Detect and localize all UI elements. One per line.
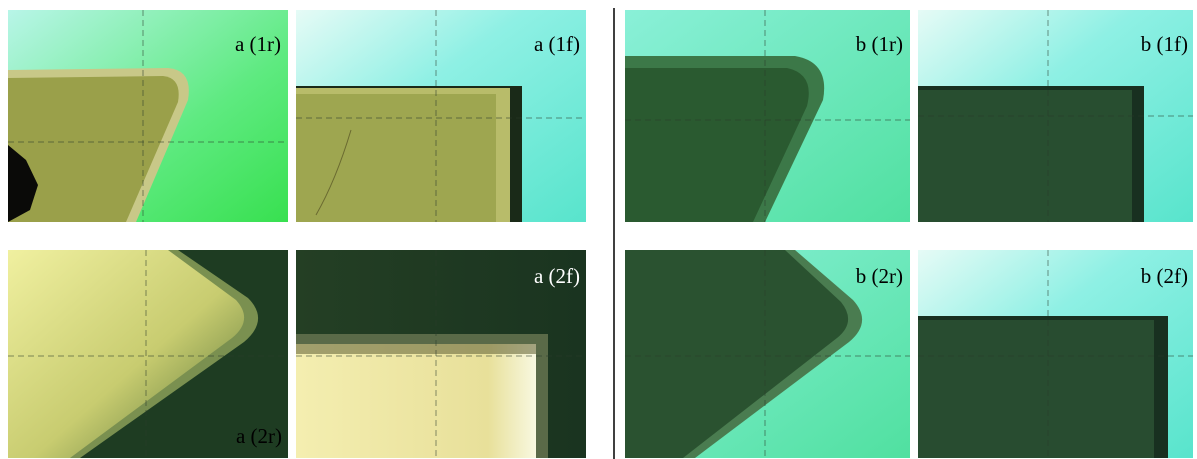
panel: b (1f)	[918, 10, 1193, 222]
panel-label: a (2r)	[236, 424, 282, 448]
panel-label: a (1f)	[534, 32, 580, 56]
panel-label: b (1r)	[856, 32, 903, 56]
panel-label: b (1f)	[1141, 32, 1188, 56]
panel-label: a (2f)	[534, 264, 580, 288]
figure: a (1r) a (1f) b (1r) b (1f) a (2r)	[0, 0, 1197, 459]
panel: a (2f)	[296, 250, 586, 458]
panel: b (2r)	[625, 250, 910, 458]
panel: a (1r)	[8, 10, 288, 222]
panel: b (1r)	[625, 10, 910, 222]
panel-label: b (2r)	[856, 264, 903, 288]
panel-label: a (1r)	[235, 32, 281, 56]
panel: a (2r)	[8, 250, 288, 458]
panel: a (1f)	[296, 10, 586, 222]
panel: b (2f)	[918, 250, 1193, 458]
panel-label: b (2f)	[1141, 264, 1188, 288]
